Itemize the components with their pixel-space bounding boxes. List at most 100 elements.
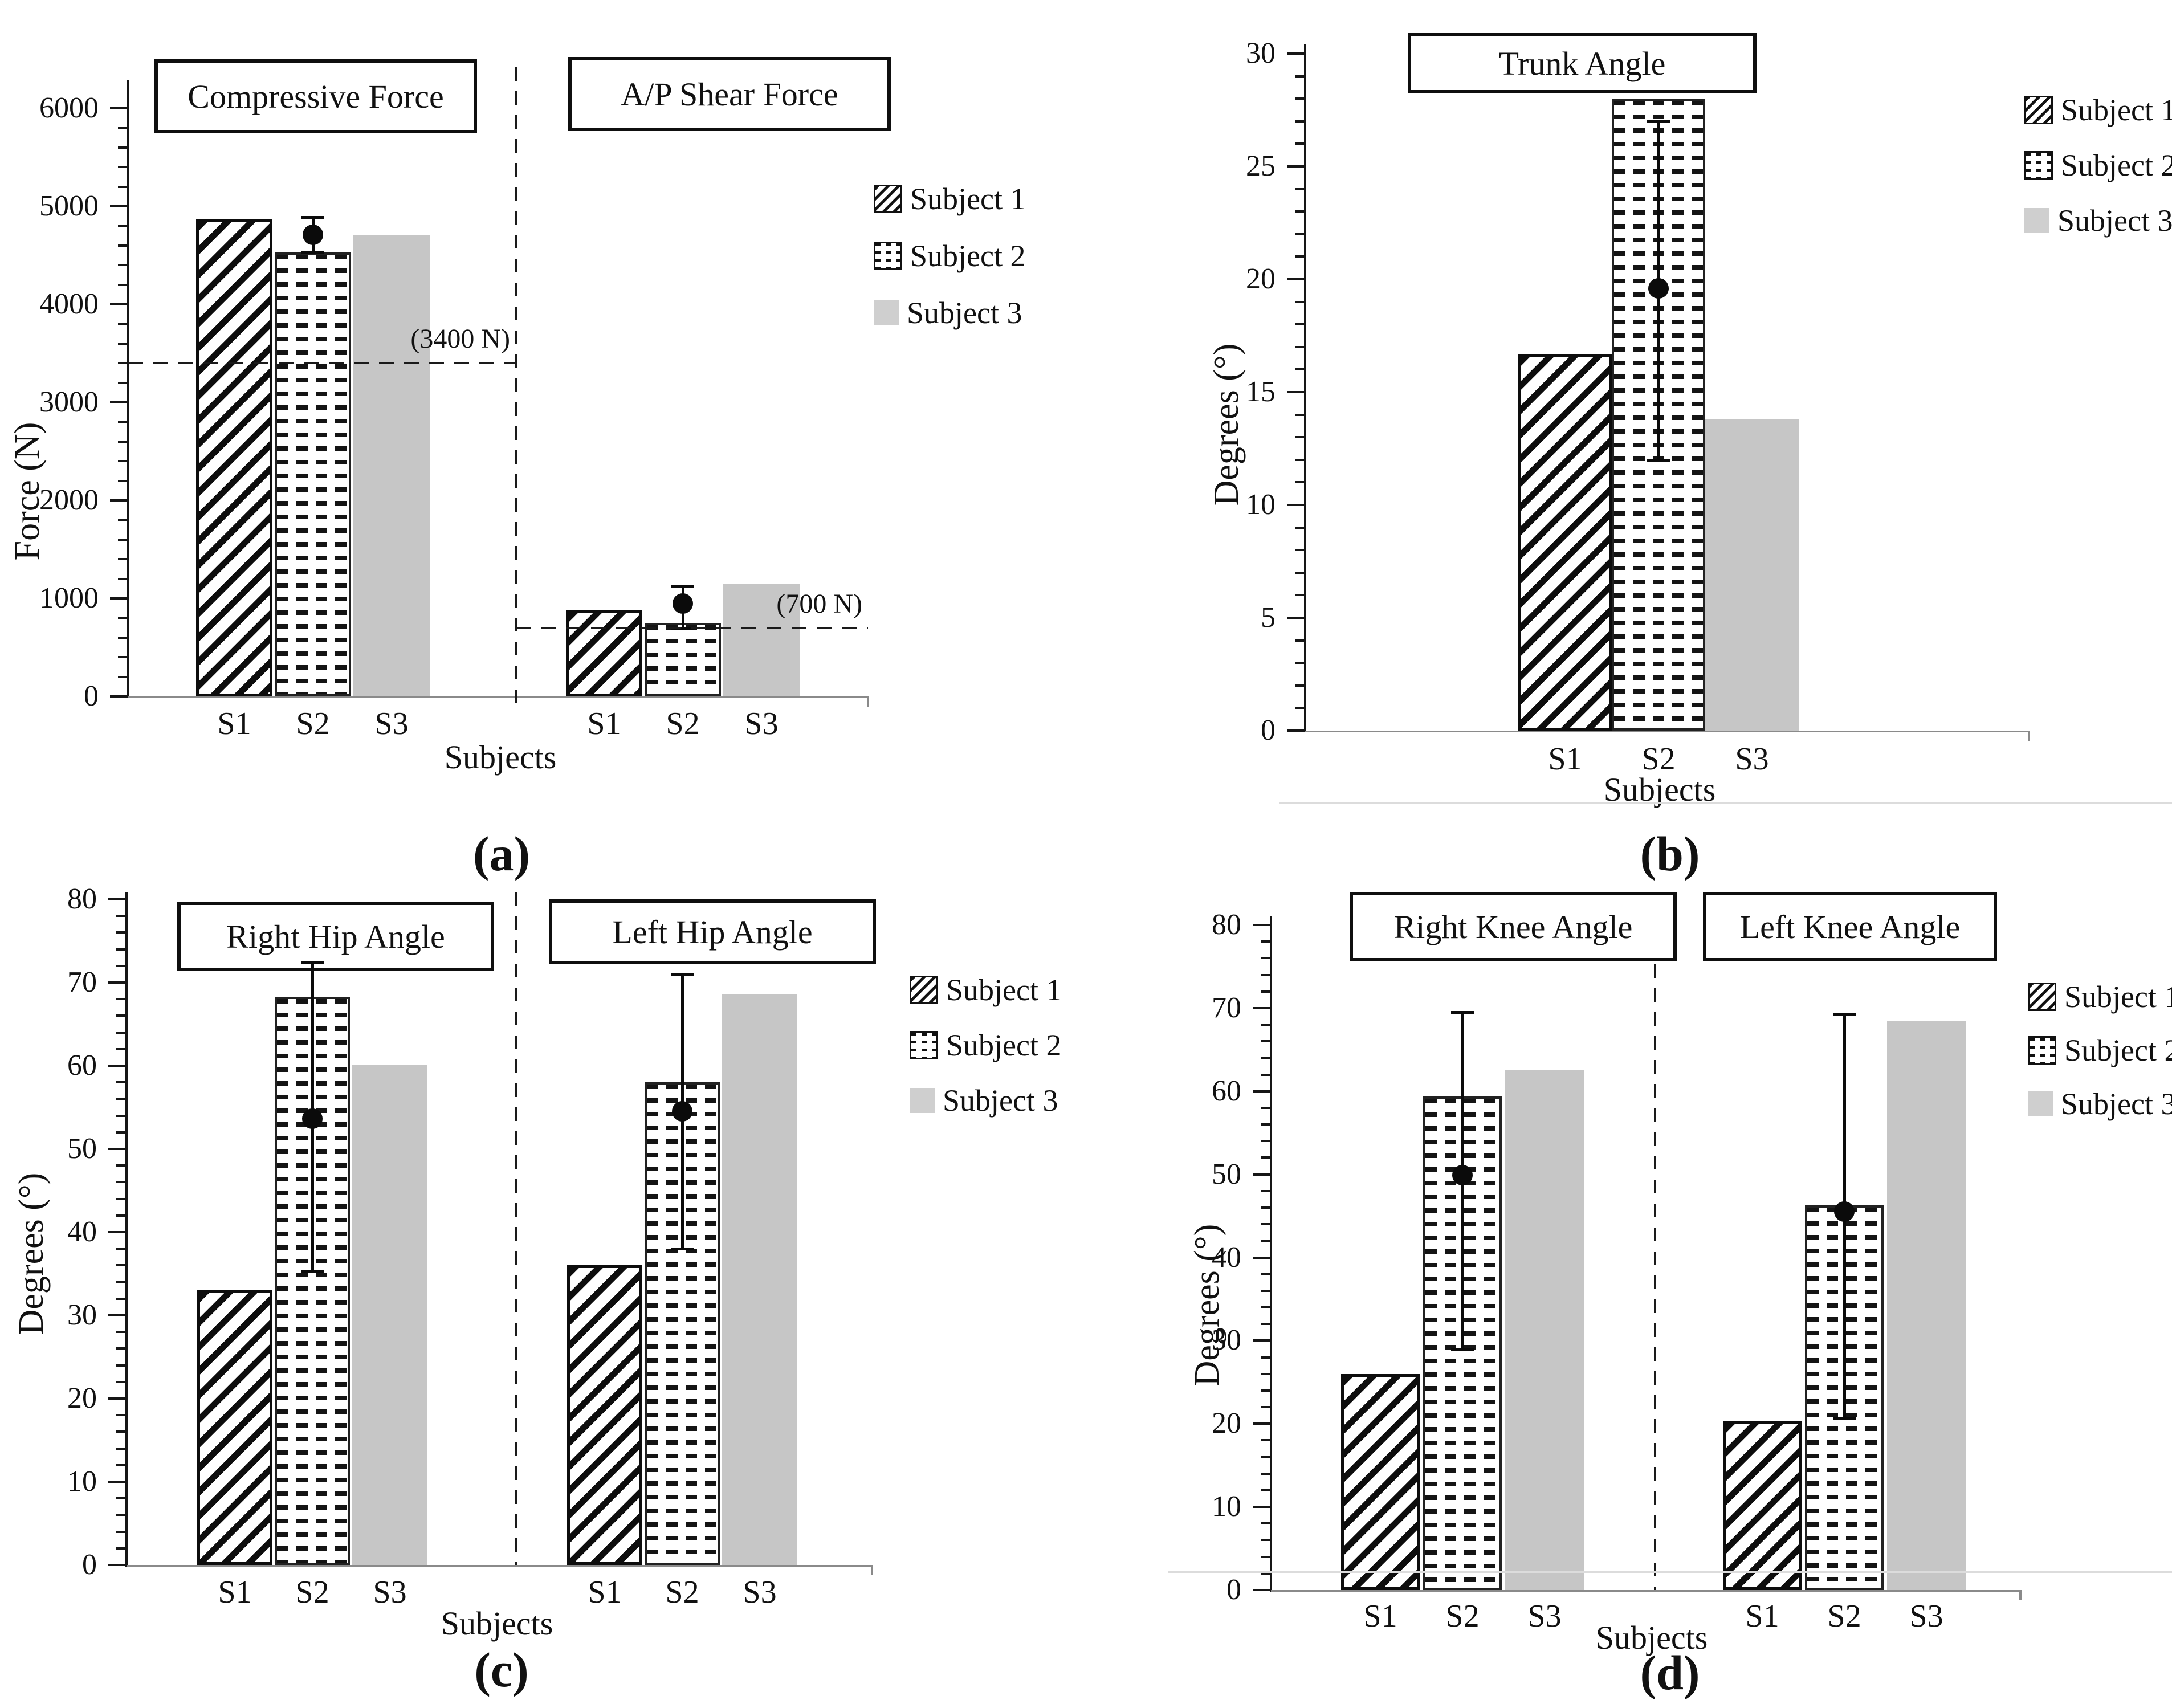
y-minor-tick — [1295, 142, 1304, 145]
y-major-tick — [1287, 52, 1304, 55]
x-category-label: S1 — [1363, 1599, 1397, 1634]
y-minor-tick — [118, 656, 127, 658]
x-category-label: S3 — [1909, 1599, 1943, 1634]
y-minor-tick — [116, 1331, 125, 1333]
panel-a: 0 1000 2000 3000 4000 5000 6000 Force (N) Compre… — [0, 0, 1083, 889]
bar-compressive-force-s3 — [353, 235, 430, 696]
title-box-left-knee-angle: Left Knee Angle — [1703, 892, 1997, 961]
y-minor-tick — [1261, 1356, 1270, 1359]
panel-divider-dashed-line — [1654, 916, 1656, 1590]
y-minor-tick — [116, 1115, 125, 1117]
error-bar-mean-dot — [302, 1108, 323, 1129]
y-major-tick — [108, 1481, 125, 1483]
y-major-tick — [1287, 278, 1304, 280]
y-minor-tick — [1295, 301, 1304, 303]
y-minor-tick — [118, 284, 127, 286]
bar-left-hip-angle-s3 — [722, 994, 797, 1565]
y-minor-tick — [1295, 639, 1304, 642]
y-major-tick — [110, 303, 127, 305]
y-axis-title: Degrees (°) — [11, 1172, 51, 1335]
error-bar-cap-top — [1451, 1011, 1474, 1014]
y-minor-tick — [118, 343, 127, 345]
y-minor-tick — [116, 1081, 125, 1083]
bar-right-knee-angle-s3 — [1505, 1070, 1584, 1590]
y-major-tick — [1287, 391, 1304, 393]
y-tick-label: 4000 — [39, 288, 99, 320]
error-bar-cap-top — [1833, 1013, 1856, 1016]
x-category-label: S1 — [1745, 1599, 1779, 1634]
bar-right-hip-angle-s2 — [275, 997, 350, 1565]
y-minor-tick — [1261, 1140, 1270, 1142]
y-tick-label: 3000 — [39, 386, 99, 418]
y-major-tick — [1253, 1339, 1270, 1342]
y-minor-tick — [1295, 459, 1304, 461]
y-minor-tick — [116, 1181, 125, 1183]
y-minor-tick — [1295, 188, 1304, 190]
error-bar-cap-bottom — [301, 1270, 324, 1273]
bar-compressive-force-s1 — [196, 219, 272, 696]
y-major-tick — [1253, 1589, 1270, 1591]
x-axis-label-subjects: Subjects — [444, 739, 557, 776]
hatch-swatch-icon — [2028, 983, 2056, 1011]
hatch-swatch-icon — [2024, 96, 2053, 124]
y-minor-tick — [116, 1497, 125, 1499]
y-minor-tick — [1261, 1057, 1270, 1059]
legend-item: Subject 3 — [2028, 1086, 2172, 1122]
y-minor-tick — [1295, 255, 1304, 258]
y-major-tick — [1253, 1257, 1270, 1259]
y-minor-tick — [116, 1347, 125, 1350]
bar-right-hip-angle-s1 — [197, 1290, 272, 1565]
legend-label: Subject 3 — [943, 1083, 1058, 1118]
y-tick-label: 0 — [82, 1548, 97, 1581]
x-category-label: S2 — [295, 1575, 329, 1610]
y-minor-tick — [1261, 957, 1270, 959]
y-major-tick — [108, 898, 125, 900]
legend-label: Subject 2 — [946, 1028, 1062, 1062]
x-axis-end-tick — [2028, 731, 2030, 741]
y-major-tick — [1287, 617, 1304, 619]
y-minor-tick — [116, 1414, 125, 1416]
y-tick-label: 20 — [1212, 1407, 1241, 1440]
x-category-label: S3 — [373, 1575, 407, 1610]
y-tick-label: 80 — [1212, 908, 1241, 941]
panel-divider-dashed-line — [515, 892, 517, 1565]
y-major-tick — [1287, 729, 1304, 732]
y-minor-tick — [116, 1364, 125, 1367]
y-minor-tick — [1261, 1223, 1270, 1225]
x-axis-label-subjects: Subjects — [441, 1605, 553, 1642]
title-box-right-hip-angle: Right Hip Angle — [177, 902, 494, 971]
y-major-tick — [1253, 1007, 1270, 1009]
y-major-tick — [1287, 165, 1304, 168]
y-minor-tick — [1261, 1190, 1270, 1192]
legend-label: Subject 3 — [2061, 1087, 2172, 1121]
bar-compressive-force-s2 — [275, 252, 351, 696]
y-minor-tick — [118, 480, 127, 482]
legend-label: Subject 1 — [2061, 93, 2172, 127]
y-minor-tick — [118, 676, 127, 678]
y-axis — [1304, 44, 1306, 732]
x-category-label: S3 — [743, 1575, 777, 1610]
dash-swatch-icon — [874, 242, 902, 270]
y-minor-tick — [118, 617, 127, 619]
y-minor-tick — [116, 1214, 125, 1217]
y-minor-tick — [1295, 120, 1304, 123]
y-minor-tick — [1261, 1240, 1270, 1242]
reference-line-label: (700 N) — [776, 589, 862, 619]
x-category-label: S2 — [296, 706, 330, 741]
legend-label: Subject 2 — [910, 239, 1026, 273]
y-minor-tick — [116, 1381, 125, 1383]
y-minor-tick — [1261, 990, 1270, 993]
error-bar-cap-bottom — [1833, 1417, 1856, 1420]
y-minor-tick — [116, 1281, 125, 1283]
x-category-label: S2 — [665, 1575, 699, 1610]
y-minor-tick — [118, 127, 127, 129]
y-minor-tick — [1295, 662, 1304, 664]
y-tick-label: 20 — [67, 1382, 97, 1414]
y-minor-tick — [116, 1131, 125, 1134]
y-tick-label: 40 — [67, 1216, 97, 1248]
y-major-tick — [110, 499, 127, 502]
title-box-a-p-shear-force: A/P Shear Force — [568, 57, 891, 131]
x-axis-label-subjects: Subjects — [1603, 771, 1716, 808]
y-tick-label: 5 — [1261, 601, 1276, 634]
y-minor-tick — [1295, 572, 1304, 574]
